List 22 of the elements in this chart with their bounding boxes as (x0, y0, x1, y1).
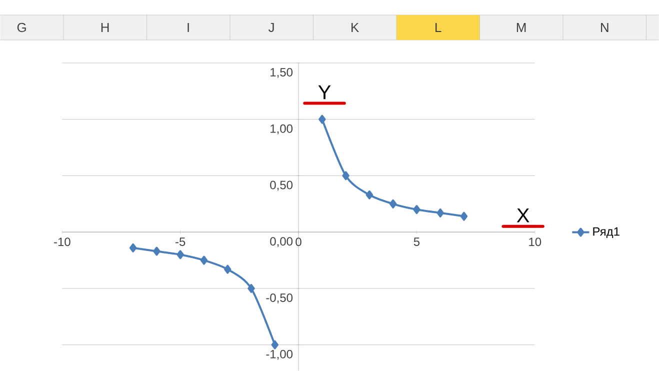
x-tick-label: 0 (296, 238, 302, 246)
text: N (601, 23, 608, 32)
annotation: Y (318, 85, 331, 100)
annotation: X (516, 208, 530, 222)
y-tick-label: 1,50 (270, 68, 293, 78)
x-tick-label: -5 (176, 238, 186, 246)
text: K (352, 23, 359, 32)
x-tick-label: 10 (529, 238, 542, 246)
y-tick-label: -1,00 (266, 350, 293, 360)
y-tick-label: 0,00 (270, 237, 293, 248)
text: G (17, 22, 26, 32)
x-tick-label: -10 (54, 238, 70, 246)
y-tick-label: -0,50 (266, 294, 293, 304)
text: H (101, 23, 109, 32)
y-tick-label: 0,50 (270, 180, 293, 191)
text: J (268, 22, 274, 32)
text: I (188, 23, 189, 32)
y-tick-label: 1,00 (270, 124, 293, 134)
text: L (435, 23, 442, 32)
legend-label: Ряд1 (593, 227, 620, 238)
x-tick-label: 5 (414, 238, 420, 246)
text: M (516, 23, 526, 32)
